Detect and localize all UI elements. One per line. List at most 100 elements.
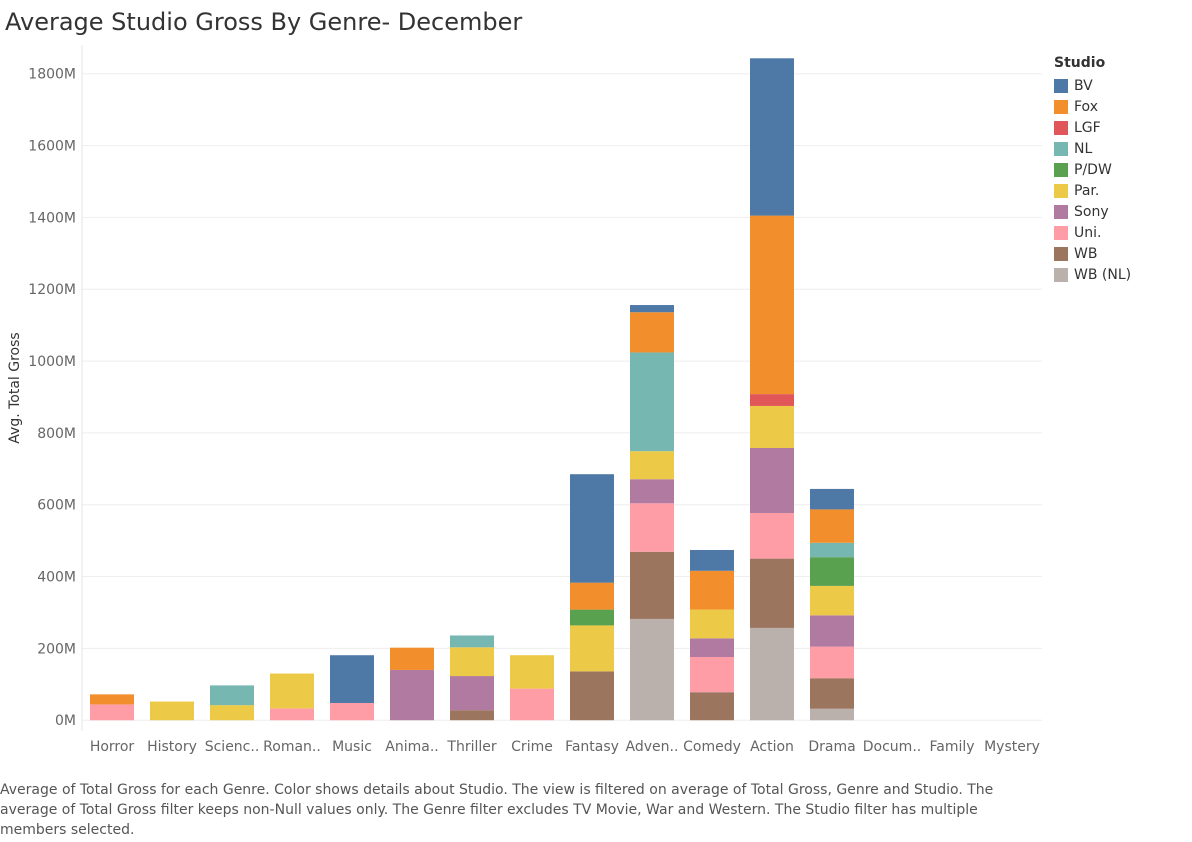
y-tick-label: 400M xyxy=(37,570,76,586)
legend-swatch xyxy=(1054,120,1068,135)
bar-segment[interactable] xyxy=(90,704,134,721)
y-tick-label: 1000M xyxy=(28,354,76,370)
bar-segment[interactable] xyxy=(150,701,194,721)
bar-segment[interactable] xyxy=(210,685,254,706)
bar-segment[interactable] xyxy=(810,678,854,709)
bar-segment[interactable] xyxy=(90,694,134,705)
y-tick-label: 1800M xyxy=(28,67,76,83)
legend-title: Studio xyxy=(1054,55,1106,71)
bar-segment[interactable] xyxy=(630,551,674,619)
bar-segment[interactable] xyxy=(810,585,854,616)
legend-label: NL xyxy=(1074,140,1093,157)
bar-segment[interactable] xyxy=(570,671,614,721)
bar-segment[interactable] xyxy=(270,673,314,709)
bar-segment[interactable] xyxy=(630,503,674,552)
x-tick-label: Crime xyxy=(511,739,553,755)
bar-segment[interactable] xyxy=(450,676,494,711)
bar-segment[interactable] xyxy=(810,488,854,510)
bar-segment[interactable] xyxy=(630,312,674,353)
bar-segment[interactable] xyxy=(510,688,554,721)
bar-segment[interactable] xyxy=(750,58,794,216)
legend-item[interactable]: Fox xyxy=(1054,96,1131,117)
bar-segment[interactable] xyxy=(810,509,854,543)
bar-segment[interactable] xyxy=(810,557,854,586)
bar-segment[interactable] xyxy=(750,558,794,628)
legend-label: P/DW xyxy=(1074,161,1112,178)
bar-segment[interactable] xyxy=(630,352,674,452)
legend-item[interactable]: Sony xyxy=(1054,201,1131,222)
bar-segment[interactable] xyxy=(330,655,374,703)
legend-label: BV xyxy=(1074,77,1093,94)
bar-segment[interactable] xyxy=(570,582,614,610)
x-tick-label: Family xyxy=(929,739,974,755)
bar-segment[interactable] xyxy=(450,635,494,648)
bar-segment[interactable] xyxy=(630,305,674,313)
legend-swatch xyxy=(1054,204,1068,219)
legend-item[interactable]: WB xyxy=(1054,243,1131,264)
bar-segment[interactable] xyxy=(750,447,794,513)
bar-segment[interactable] xyxy=(690,609,734,639)
legend-swatch xyxy=(1054,78,1068,93)
x-tick-label: Adven.. xyxy=(626,739,679,755)
bar-segment[interactable] xyxy=(810,708,854,721)
x-tick-label: Horror xyxy=(90,739,135,755)
legend-items: BV Fox LGF NL P/DW Par. Sony Uni. WB WB (NL) xyxy=(1054,75,1131,285)
chart-title: Average Studio Gross By Genre- December xyxy=(5,8,523,36)
bar-segment[interactable] xyxy=(690,692,734,721)
legend-item[interactable]: BV xyxy=(1054,75,1131,96)
bar-segment[interactable] xyxy=(750,215,794,395)
bar-chart: 0M 200M 400M 600M 800M 1000M 1200M 1400M 1600M 18… xyxy=(7,45,1042,755)
legend-label: Sony xyxy=(1074,203,1109,220)
y-tick-label: 800M xyxy=(37,426,76,442)
bar-segment[interactable] xyxy=(690,638,734,658)
bar-segment[interactable] xyxy=(450,647,494,677)
bar-segment[interactable] xyxy=(690,549,734,571)
bar-segment[interactable] xyxy=(210,705,254,721)
legend-item[interactable]: LGF xyxy=(1054,117,1131,138)
bar-segment[interactable] xyxy=(450,710,494,721)
legend-item[interactable]: NL xyxy=(1054,138,1131,159)
bar-segment[interactable] xyxy=(750,394,794,406)
bar-segment[interactable] xyxy=(630,479,674,504)
legend-label: Par. xyxy=(1074,182,1100,199)
x-tick-label: Scienc.. xyxy=(205,739,260,755)
x-tick-label: Roman.. xyxy=(263,739,321,755)
x-tick-label: Drama xyxy=(808,739,855,755)
legend-label: LGF xyxy=(1074,119,1101,136)
bar-segment[interactable] xyxy=(570,609,614,626)
legend-swatch xyxy=(1054,99,1068,114)
y-tick-label: 200M xyxy=(37,641,76,657)
bar-segment[interactable] xyxy=(270,708,314,721)
legend-item[interactable]: Par. xyxy=(1054,180,1131,201)
x-tick-label: Fantasy xyxy=(565,739,619,755)
bar-segment[interactable] xyxy=(750,512,794,559)
bar-segment[interactable] xyxy=(750,627,794,721)
bar-segment[interactable] xyxy=(330,702,374,721)
bar-segment[interactable] xyxy=(810,615,854,647)
bar-segment[interactable] xyxy=(510,655,554,689)
y-tick-label: 600M xyxy=(37,498,76,514)
legend-item[interactable]: P/DW xyxy=(1054,159,1131,180)
bar-segment[interactable] xyxy=(810,542,854,558)
x-tick-label: Comedy xyxy=(683,739,741,755)
bar-segment[interactable] xyxy=(630,618,674,721)
bar-segment[interactable] xyxy=(390,669,434,721)
legend-item[interactable]: Uni. xyxy=(1054,222,1131,243)
bar-segment[interactable] xyxy=(810,646,854,679)
chart-caption: Average of Total Gross for each Genre. C… xyxy=(0,782,994,838)
bar-segment[interactable] xyxy=(390,647,434,670)
legend-swatch xyxy=(1054,225,1068,240)
bar-segment[interactable] xyxy=(570,625,614,672)
y-tick-label: 0M xyxy=(55,713,76,729)
legend-swatch xyxy=(1054,246,1068,261)
bar-segment[interactable] xyxy=(570,474,614,583)
bar-segment[interactable] xyxy=(630,451,674,480)
legend-item[interactable]: WB (NL) xyxy=(1054,264,1131,285)
bar-segment[interactable] xyxy=(750,405,794,448)
legend-swatch xyxy=(1054,183,1068,198)
legend: Studio BV Fox LGF NL P/DW Par. Sony Uni. WB WB (N… xyxy=(1054,55,1131,285)
bar-segment[interactable] xyxy=(690,657,734,693)
legend-swatch xyxy=(1054,162,1068,177)
bar-segment[interactable] xyxy=(690,570,734,610)
legend-label: WB xyxy=(1074,245,1098,262)
